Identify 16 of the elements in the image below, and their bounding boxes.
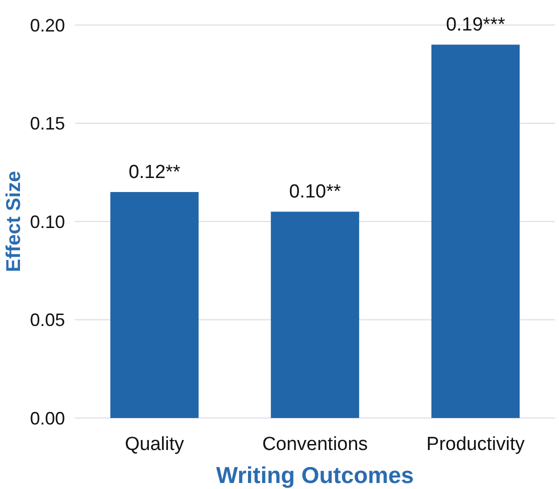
x-tick-label: Conventions [262, 434, 368, 455]
x-axis-title: Writing Outcomes [216, 462, 414, 488]
data-label: 0.19*** [446, 14, 506, 36]
y-tick-label: 0.10 [30, 212, 65, 232]
y-tick-label: 0.05 [30, 310, 65, 330]
y-axis-title: Effect Size [3, 170, 25, 272]
y-tick-label: 0.00 [30, 408, 65, 428]
bar [110, 192, 199, 418]
data-label: 0.10** [289, 182, 342, 203]
bar [431, 44, 520, 418]
data-label: 0.12** [128, 162, 181, 184]
bar [270, 212, 360, 418]
x-tick-label: Quality [124, 434, 185, 455]
y-tick-label: 0.15 [30, 114, 65, 134]
y-tick-label: 0.20 [30, 15, 65, 36]
x-tick-label: Productivity [426, 434, 526, 455]
